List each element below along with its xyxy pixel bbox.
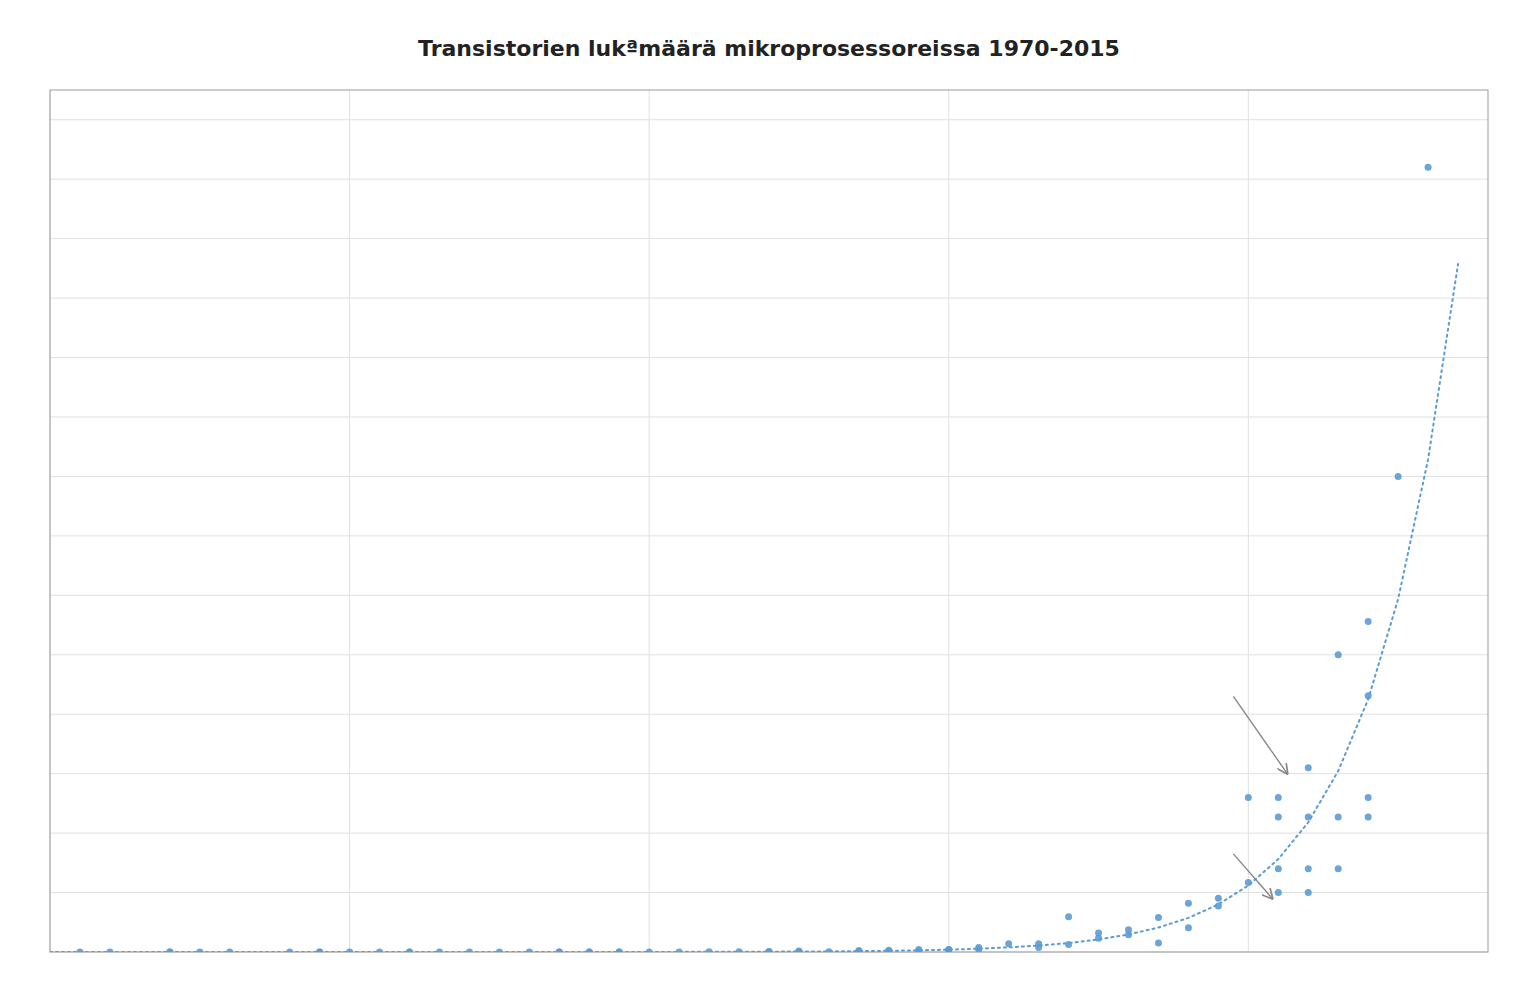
- y-grid-line: [50, 535, 1488, 536]
- y-grid-line: [50, 773, 1488, 774]
- y-grid-line: [50, 179, 1488, 180]
- plot-frame: [50, 90, 1488, 952]
- y-grid-line: [50, 476, 1488, 477]
- point: [1065, 913, 1072, 920]
- point: [1335, 865, 1342, 872]
- y-grid-line: [50, 238, 1488, 239]
- point: [1305, 889, 1312, 896]
- point: [1155, 939, 1162, 946]
- y-grid-line: [50, 833, 1488, 834]
- y-grid-line: [50, 298, 1488, 299]
- point: [1335, 814, 1342, 821]
- x-grid-line: [948, 90, 949, 952]
- y-grid-line: [50, 595, 1488, 596]
- point: [1335, 651, 1342, 658]
- scatter-points: [76, 164, 1431, 952]
- point: [1245, 794, 1252, 801]
- point: [1275, 889, 1282, 896]
- chart: Transistorien lukªmäärä mikroprosessorei…: [0, 0, 1528, 997]
- trend-line: [50, 264, 1458, 952]
- point: [1365, 618, 1372, 625]
- y-grid-line: [50, 892, 1488, 893]
- x-grid-line: [1248, 90, 1249, 952]
- y-grid-line: [50, 357, 1488, 358]
- point: [1095, 929, 1102, 936]
- point: [1275, 794, 1282, 801]
- point: [1365, 794, 1372, 801]
- point: [1185, 924, 1192, 931]
- y-grid-line: [50, 119, 1488, 120]
- point: [1305, 865, 1312, 872]
- point: [1395, 473, 1402, 480]
- point: [1365, 814, 1372, 821]
- grid: [50, 90, 1488, 952]
- point: [1275, 865, 1282, 872]
- x-grid-line: [649, 90, 650, 952]
- plot-area: [50, 90, 1488, 952]
- y-grid-line: [50, 416, 1488, 417]
- annotation-arrow: [1233, 854, 1272, 899]
- point: [1185, 900, 1192, 907]
- point: [1425, 164, 1432, 171]
- point: [1155, 914, 1162, 921]
- annotation-arrows: [1233, 696, 1287, 898]
- point: [975, 944, 982, 951]
- y-grid-line: [50, 714, 1488, 715]
- title: Transistorien lukªmäärä mikroprosessorei…: [418, 36, 1120, 61]
- point: [1215, 895, 1222, 902]
- point: [1125, 926, 1132, 933]
- annotation-arrow: [1233, 696, 1287, 773]
- point: [1005, 940, 1012, 947]
- data-layer: [50, 164, 1458, 952]
- x-grid-line: [349, 90, 350, 952]
- point: [1305, 764, 1312, 771]
- point: [1275, 814, 1282, 821]
- y-grid-line: [50, 654, 1488, 655]
